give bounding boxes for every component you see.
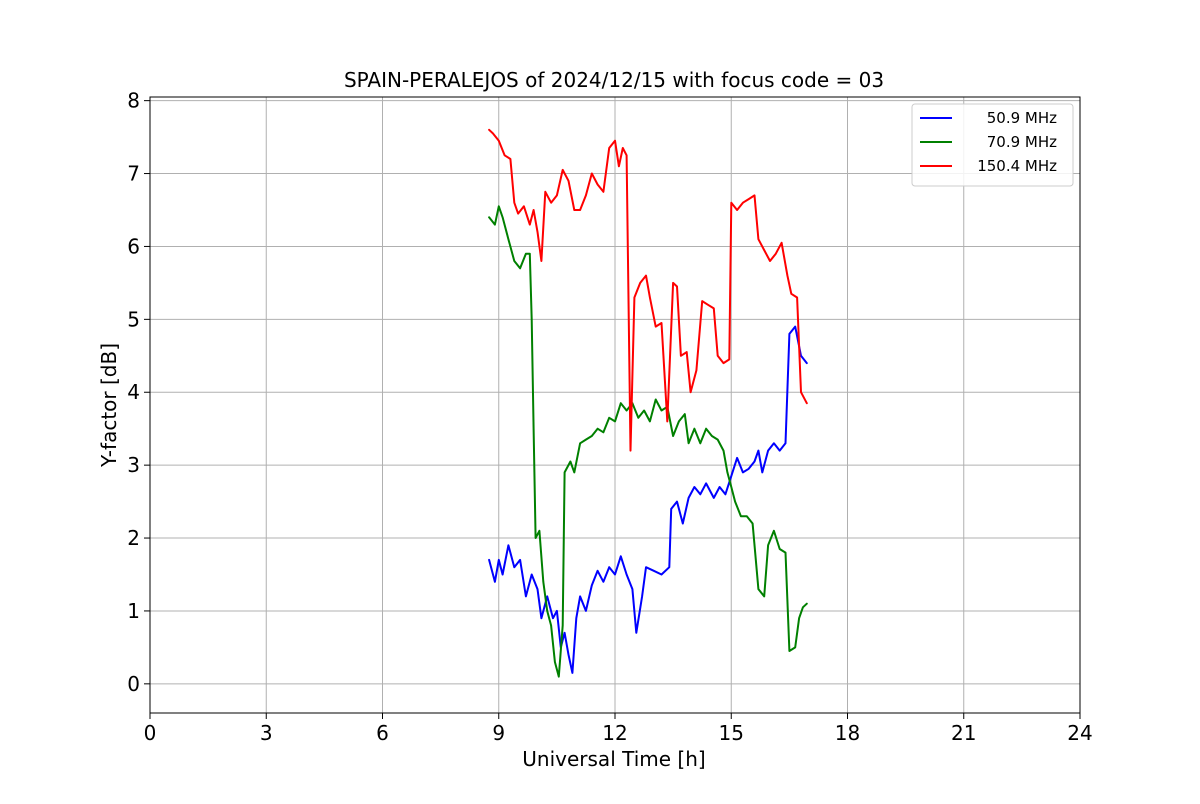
y-tick-label: 7	[127, 162, 140, 186]
series-line-150-4-mhz	[488, 128, 808, 452]
y-tick-label: 2	[127, 526, 140, 550]
legend: 50.9 MHz 70.9 MHz 150.4 MHz	[911, 103, 1074, 187]
y-tick-label: 8	[127, 89, 140, 113]
y-tick-label: 0	[127, 672, 140, 696]
x-tick-label: 15	[719, 721, 744, 745]
x-tick-label: 24	[1067, 721, 1092, 745]
x-tick-label: 3	[260, 721, 273, 745]
x-tick-label: 21	[951, 721, 976, 745]
x-tick-label: 9	[492, 721, 505, 745]
legend-label-150-4-mhz: 150.4 MHz	[977, 157, 1057, 175]
series-layer	[488, 128, 808, 678]
y-axis-label: Y-factor [dB]	[97, 343, 121, 468]
chart-title: SPAIN-PERALEJOS of 2024/12/15 with focus…	[344, 68, 884, 92]
y-tick-label: 3	[127, 453, 140, 477]
y-tick-label: 6	[127, 234, 140, 258]
series-line-50-9-mhz	[488, 325, 808, 674]
legend-label-70-9-mhz: 70.9 MHz	[987, 133, 1057, 151]
legend-box	[911, 103, 1074, 187]
y-tick-label: 4	[127, 380, 140, 404]
x-tick-label: 0	[144, 721, 157, 745]
y-tick-label: 5	[127, 307, 140, 331]
legend-label-50-9-mhz: 50.9 MHz	[987, 109, 1057, 127]
x-tick-label: 12	[602, 721, 627, 745]
grid-layer	[149, 97, 1081, 713]
series-line-70-9-mhz	[488, 205, 808, 678]
x-tick-label: 18	[835, 721, 860, 745]
x-axis-label: Universal Time [h]	[522, 747, 705, 771]
y-tick-label: 1	[127, 599, 140, 623]
x-tick-label: 6	[376, 721, 389, 745]
